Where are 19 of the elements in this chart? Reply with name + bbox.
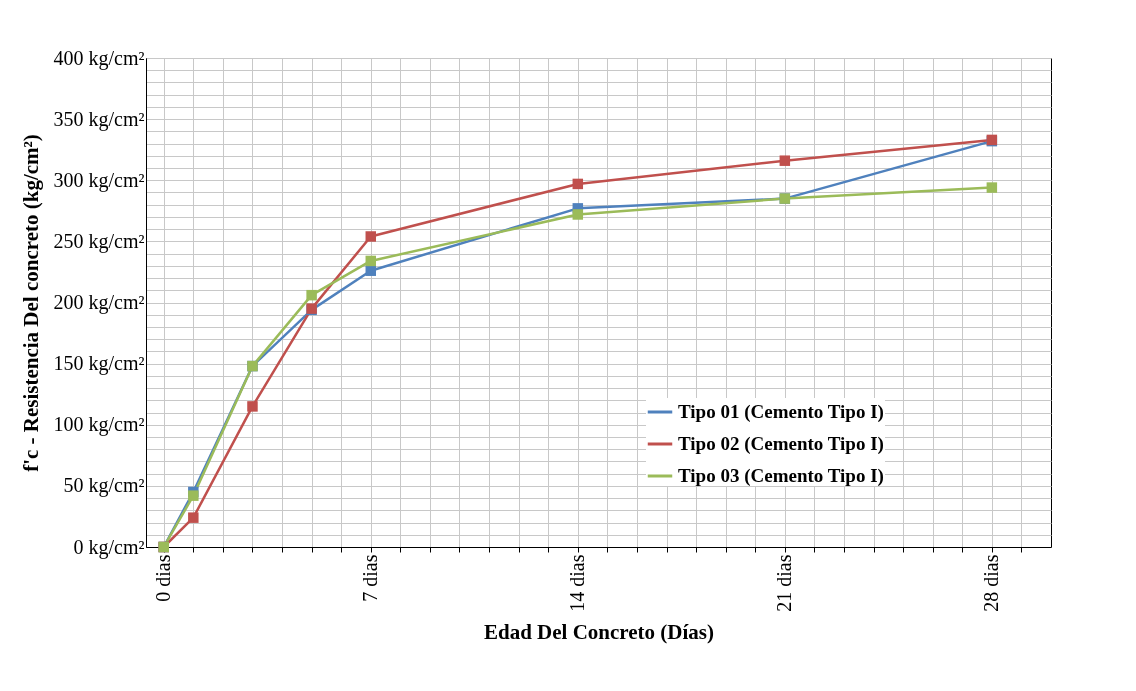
y-tick-label: 300 kg/cm² bbox=[53, 168, 145, 192]
legend-label: Tipo 03 (Cemento Tipo I) bbox=[678, 465, 884, 487]
x-tick-label: 14 dias bbox=[566, 554, 589, 612]
y-tick-label: 350 kg/cm² bbox=[53, 107, 145, 131]
x-tick-label: 21 dias bbox=[773, 554, 796, 612]
y-tick-label: 150 kg/cm² bbox=[53, 352, 145, 376]
y-tick-label: 100 kg/cm² bbox=[53, 413, 145, 437]
x-axis-title: Edad Del Concreto (Días) bbox=[483, 619, 715, 644]
y-tick-label: 400 kg/cm² bbox=[53, 46, 145, 70]
legend-label: Tipo 01 (Cemento Tipo I) bbox=[678, 401, 884, 423]
x-tick-label: 0 dias bbox=[152, 554, 175, 602]
x-tick-label: 7 dias bbox=[359, 554, 382, 602]
legend-label: Tipo 02 (Cemento Tipo I) bbox=[678, 433, 884, 455]
y-tick-label: 200 kg/cm² bbox=[53, 291, 145, 314]
y-tick-label: 250 kg/cm² bbox=[53, 229, 145, 253]
y-axis-title: f'c - Resistencia Del concreto (kg/cm²) bbox=[18, 134, 43, 472]
x-tick-label: 28 dias bbox=[980, 554, 1003, 612]
y-tick-label: 0 kg/cm² bbox=[73, 535, 145, 559]
y-tick-label: 50 kg/cm² bbox=[63, 474, 145, 498]
